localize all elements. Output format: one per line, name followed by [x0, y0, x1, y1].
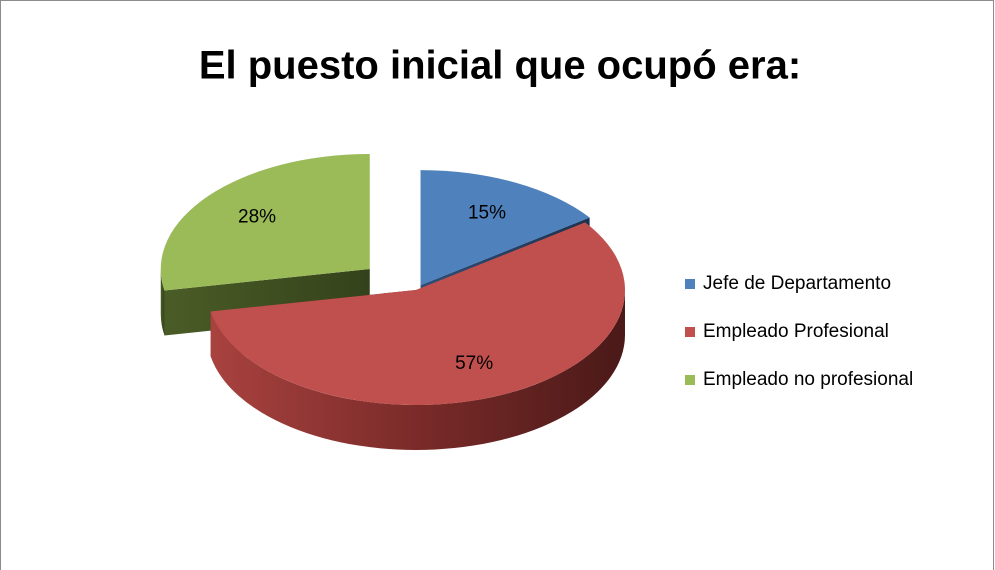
legend-swatch	[685, 279, 695, 289]
legend-label: Jefe de Departamento	[703, 273, 891, 294]
chart-title: El puesto inicial que ocupó era:	[199, 44, 801, 88]
data-label: 15%	[468, 202, 506, 223]
slice-wall	[210, 290, 625, 451]
data-label: 57%	[455, 353, 493, 374]
legend-label: Empleado no profesional	[703, 369, 913, 390]
legend-swatch	[685, 375, 695, 385]
slice	[160, 153, 370, 291]
slice-wall	[160, 268, 165, 336]
legend-swatch	[685, 327, 695, 337]
slice	[420, 170, 590, 286]
slice	[210, 222, 626, 405]
data-label: 28%	[238, 207, 276, 228]
legend-label: Empleado Profesional	[703, 321, 889, 342]
